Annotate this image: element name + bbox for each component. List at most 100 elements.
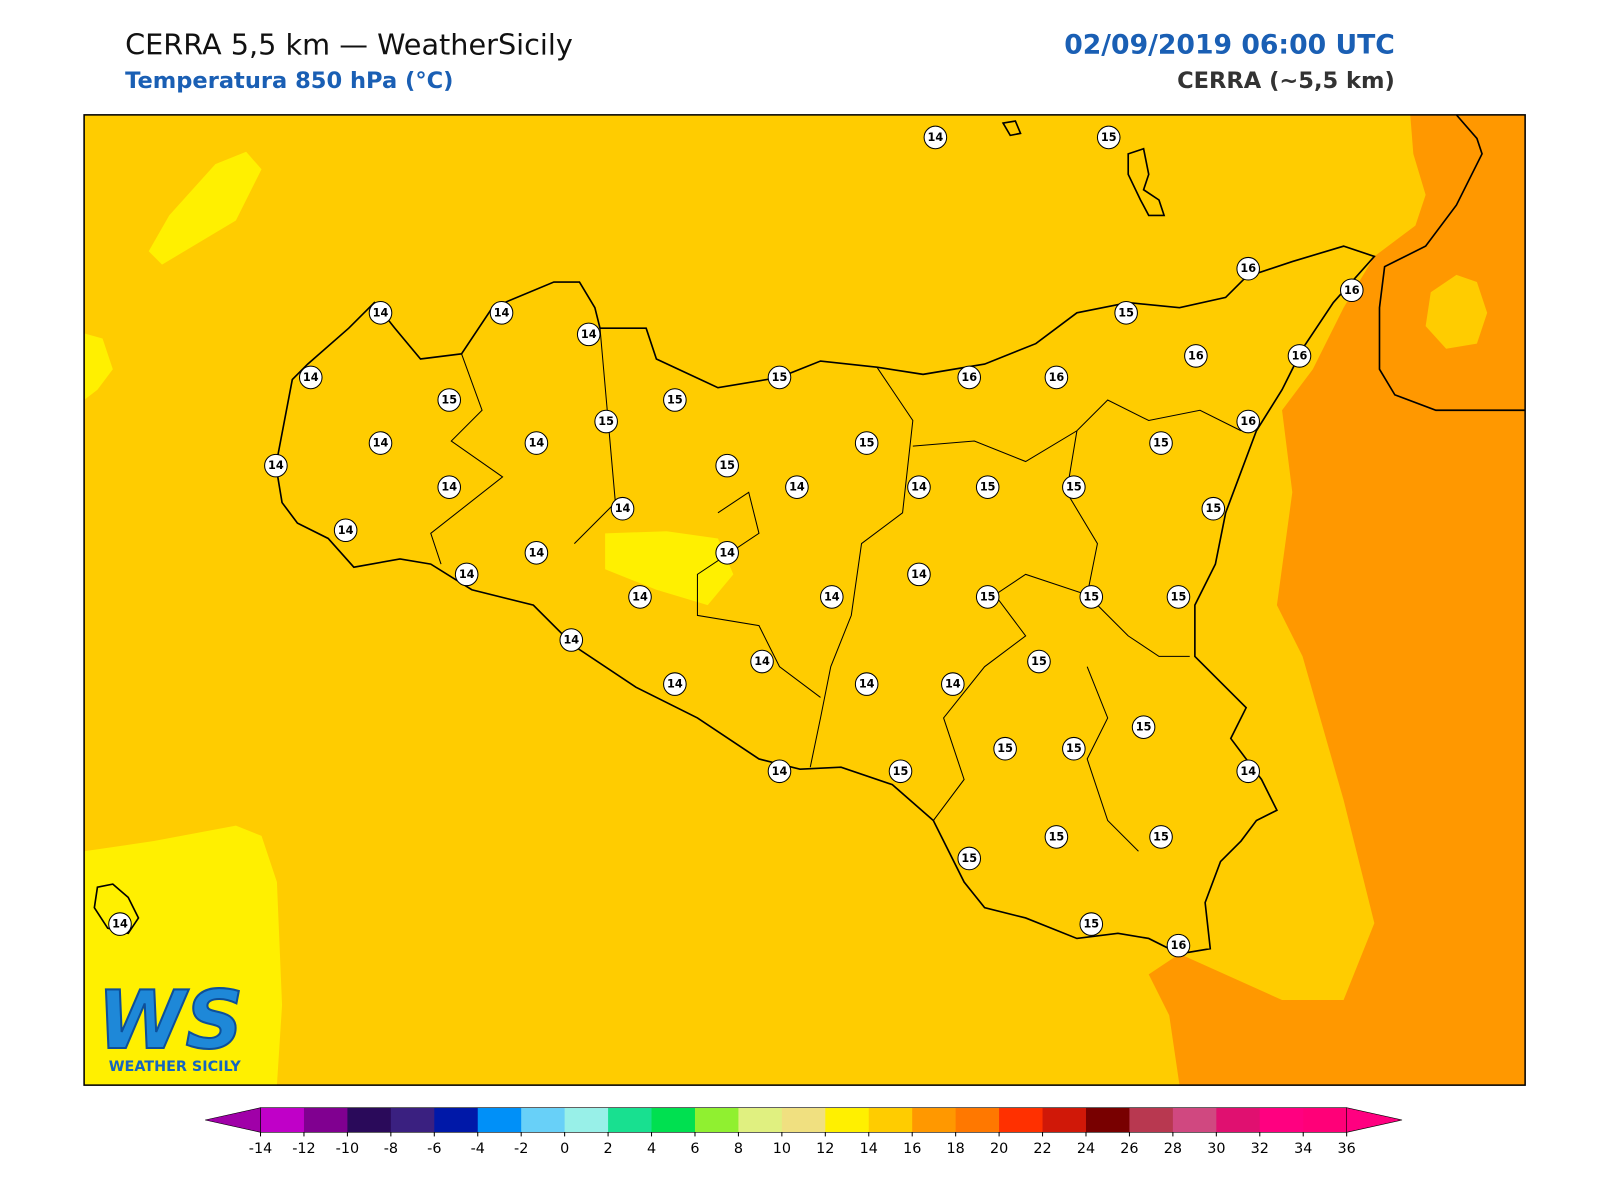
field-cool	[605, 531, 734, 606]
station-value: 14	[373, 437, 389, 450]
station-value: 15	[772, 371, 788, 384]
colorbar-tick-label: 4	[647, 1141, 656, 1157]
station-value: 14	[268, 459, 284, 472]
station-marker	[333, 518, 358, 543]
colorbar-tick-label: 6	[690, 1141, 699, 1157]
station-value: 16	[1292, 349, 1308, 362]
station-marker	[767, 365, 792, 390]
station-value: 14	[789, 481, 805, 494]
station-value: 14	[459, 568, 475, 581]
colorbar-extend-high	[1346, 1107, 1403, 1133]
station: 14	[907, 475, 931, 499]
field-warm	[1148, 114, 1526, 1086]
station-marker	[1062, 475, 1086, 499]
station-value: 14	[529, 546, 545, 559]
station-marker	[524, 431, 549, 455]
colorbar-tick-label: 20	[990, 1141, 1008, 1157]
colorbar-tick-label: 34	[1294, 1141, 1312, 1157]
station-value: 14	[754, 655, 770, 668]
station: 14	[559, 628, 584, 652]
station: 15	[1044, 825, 1069, 849]
coastline-mainland	[1378, 114, 1526, 412]
station: 14	[767, 759, 792, 784]
colorbar-tick-label: -2	[514, 1141, 528, 1157]
colorbar-bin	[390, 1107, 435, 1133]
colorbar-tick-label: -6	[427, 1141, 441, 1157]
station-value: 16	[961, 371, 977, 384]
station: 15	[1027, 649, 1051, 674]
station-marker	[298, 365, 323, 390]
station-value: 15	[997, 742, 1013, 755]
station-value: 14	[928, 131, 944, 144]
station: 14	[819, 585, 844, 609]
colorbar-tick-label: 8	[734, 1141, 743, 1157]
station: 14	[454, 562, 479, 587]
station: 15	[1062, 736, 1086, 761]
station: 15	[1201, 496, 1226, 521]
map-frame	[83, 114, 1526, 1086]
station-marker	[368, 301, 393, 325]
colorbar-tick-label: -14	[249, 1141, 272, 1157]
station-marker	[1079, 912, 1104, 936]
station-marker	[1166, 585, 1191, 609]
colorbar-tick-label: -12	[292, 1141, 315, 1157]
datetime: 02/09/2019 06:00 UTC	[1064, 29, 1395, 60]
station-value: 14	[859, 678, 875, 691]
station-marker	[1339, 278, 1364, 303]
station-value: 14	[911, 481, 927, 494]
map: 14 15 16 16 14 14 14 15 14 15 16 16 16 16 15 15 15 16 14 14…	[84, 114, 1526, 1086]
station: 14	[576, 322, 601, 347]
station: 14	[298, 365, 323, 390]
station: 15	[1149, 825, 1173, 849]
colorbar-tick-label: 18	[947, 1141, 965, 1157]
station-value: 16	[1188, 349, 1204, 362]
station: 15	[975, 475, 1000, 499]
station: 16	[1184, 344, 1208, 368]
station-marker	[941, 672, 965, 696]
colorbar-bin	[434, 1107, 479, 1133]
station-marker	[1114, 301, 1138, 325]
station: 15	[1062, 475, 1086, 499]
station: 15	[1079, 585, 1104, 609]
colorbar-tick-label: -10	[336, 1141, 359, 1157]
station-value: 15	[719, 459, 735, 472]
colorbar-tick-label: 2	[604, 1141, 613, 1157]
station-marker	[524, 541, 549, 565]
station-value: 15	[1205, 502, 1221, 515]
station-value: 15	[1083, 590, 1099, 603]
station-marker	[907, 562, 931, 587]
station: 15	[1131, 715, 1156, 739]
station: 14	[368, 301, 393, 325]
station: 15	[1166, 585, 1191, 609]
colorbar-tick-label: 12	[816, 1141, 834, 1157]
station-marker	[854, 672, 879, 696]
colorbar-bin	[347, 1107, 392, 1133]
station-value: 15	[1101, 131, 1117, 144]
station-marker	[1044, 365, 1069, 390]
station-value: 15	[1031, 655, 1047, 668]
station-value: 15	[893, 765, 909, 778]
station: 14	[715, 541, 739, 565]
station-value: 14	[615, 502, 631, 515]
island	[93, 883, 140, 935]
station: 15	[1114, 301, 1138, 325]
station-value: 16	[1240, 415, 1256, 428]
station-marker	[888, 759, 913, 784]
colorbar: -14 -12 -10 -8 -6 -4 -2 0 2 4 6 8 10 12 14 16 18 20 22 24 26…	[205, 1107, 1403, 1157]
station-value: 15	[980, 481, 996, 494]
station-marker	[923, 125, 948, 150]
colorbar-bin	[608, 1107, 653, 1133]
station: 14	[524, 541, 549, 565]
colorbar-tick-label: 28	[1164, 1141, 1182, 1157]
station: 15	[437, 388, 462, 412]
island	[1127, 147, 1166, 217]
logo: WS WEATHER SICILY	[96, 973, 244, 1075]
station-value: 15	[1066, 742, 1082, 755]
station: 15	[888, 759, 913, 784]
station: 14	[1236, 759, 1260, 784]
station-value: 16	[1344, 284, 1360, 297]
field-cool	[84, 825, 283, 1086]
station-value: 14	[772, 765, 788, 778]
colorbar-bin	[521, 1107, 566, 1133]
